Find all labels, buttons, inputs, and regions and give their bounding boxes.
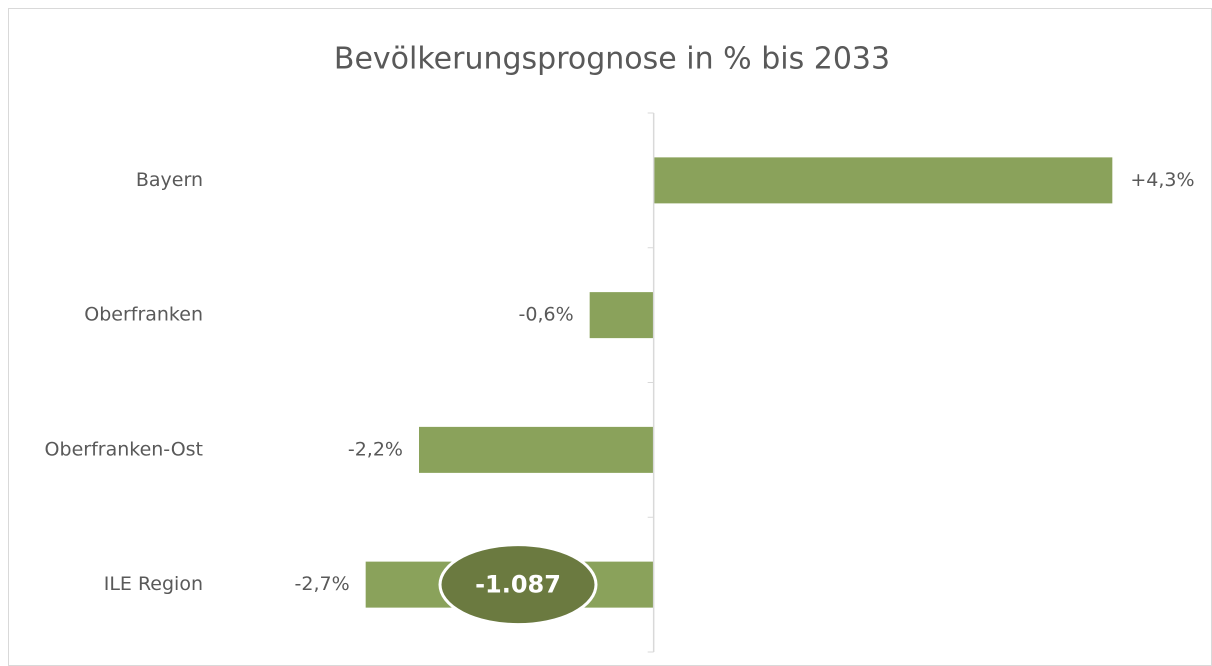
data-label: -2,7% bbox=[295, 573, 350, 595]
y-tick-label: Bayern bbox=[136, 169, 203, 191]
annotation-text: -1.087 bbox=[475, 571, 561, 599]
chart-title: Bevölkerungsprognose in % bis 2033 bbox=[334, 42, 890, 77]
y-tick-label: Oberfranken-Ost bbox=[45, 438, 203, 460]
annotation-bubble bbox=[438, 543, 598, 627]
bar bbox=[589, 292, 654, 339]
data-label: +4,3% bbox=[1130, 169, 1194, 191]
y-tick-label: ILE Region bbox=[104, 573, 203, 595]
y-tick-label: Oberfranken bbox=[84, 304, 203, 326]
data-label: -2,2% bbox=[348, 438, 403, 460]
bar bbox=[653, 157, 1113, 204]
bar bbox=[419, 426, 654, 473]
data-label: -0,6% bbox=[519, 304, 574, 326]
